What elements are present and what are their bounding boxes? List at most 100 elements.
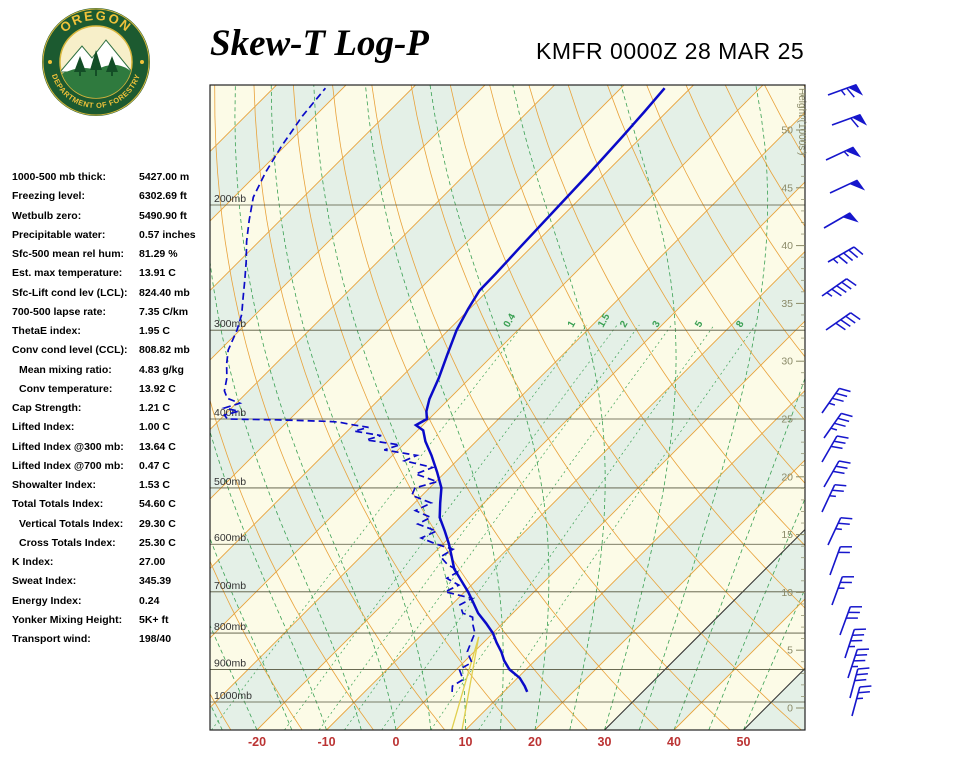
- dry-adiabats: [210, 85, 805, 730]
- pressure-label: 900mb: [214, 657, 246, 669]
- dewpoint-trace: [221, 87, 476, 692]
- index-row: Transport wind: 198/40: [12, 630, 212, 649]
- index-label: Transport wind:: [12, 633, 91, 645]
- index-label: Cap Strength:: [12, 402, 82, 414]
- pressure-label: 400mb: [214, 407, 246, 419]
- wind-barb: [827, 517, 853, 546]
- index-label: Conv temperature:: [19, 382, 113, 395]
- index-row: Conv cond level (CCL): 808.82 mb: [12, 341, 212, 360]
- temp-axis-label: 10: [459, 735, 473, 749]
- temp-axis-label: 50: [737, 735, 751, 749]
- height-axis-label: 25: [781, 414, 793, 426]
- temp-axis-label: 40: [667, 735, 681, 749]
- wind-barb: [844, 628, 867, 659]
- index-row: Sweat Index: 345.39: [12, 572, 212, 591]
- wind-barb: [821, 484, 847, 513]
- index-value: 13.92 C: [139, 382, 176, 395]
- index-row: Mean mixing ratio: 4.83 g/kg: [12, 361, 212, 380]
- index-label: Energy Index:: [12, 594, 82, 607]
- pressure-label: 1000mb: [214, 690, 252, 702]
- wind-barb: [839, 606, 862, 636]
- index-value: 1.21 C: [139, 402, 170, 414]
- pressure-label: 500mb: [214, 476, 246, 488]
- height-axis-label: 0: [787, 703, 793, 715]
- index-label: Sfc-500 mean rel hum:: [12, 248, 125, 260]
- temp-axis-label: 0: [393, 735, 400, 749]
- index-label: Mean mixing ratio:: [19, 363, 112, 376]
- wind-barb: [825, 312, 861, 331]
- index-value: 824.40 mb: [139, 286, 190, 299]
- index-row: ThetaE index: 1.95 C: [12, 322, 212, 341]
- index-value: 25.30 C: [139, 536, 176, 549]
- index-label: Lifted Index:: [12, 421, 75, 434]
- index-value: 1.00 C: [139, 421, 170, 434]
- pressure-label: 200mb: [214, 193, 246, 205]
- index-value: 0.57 inches: [139, 228, 196, 241]
- index-row: Lifted Index @700 mb: 0.47 C: [12, 457, 212, 476]
- index-row: Energy Index: 0.24: [12, 592, 212, 611]
- mixing-ratio-label: 3: [651, 319, 664, 330]
- index-value: 808.82 mb: [139, 344, 190, 357]
- pressure-lines: 200mb 300mb 400mb 500mb 600mb 700mb 800mb 900mb…: [210, 193, 805, 703]
- mixing-ratio-label: 2: [618, 319, 631, 330]
- index-row: Lifted Index: 1.00 C: [12, 418, 212, 437]
- height-axis-title: Height (1000s'): [796, 88, 807, 156]
- index-value: 6302.69 ft: [139, 190, 187, 203]
- index-label: Sweat Index:: [12, 575, 77, 588]
- temp-axis-label: 30: [598, 735, 612, 749]
- wind-barb: [825, 146, 862, 161]
- page-title: Skew-T Log-P: [210, 23, 429, 64]
- index-row: Cap Strength: 1.21 C: [12, 399, 212, 418]
- wind-barb: [851, 685, 872, 717]
- index-value: 81.29 %: [139, 248, 178, 260]
- index-label: 700-500 lapse rate:: [12, 305, 106, 318]
- wind-barb: [821, 278, 857, 297]
- wind-barb: [847, 648, 870, 679]
- moist-adiabats: [210, 85, 805, 730]
- logo-forest-scene: [60, 39, 132, 98]
- wind-barbs: [821, 83, 872, 717]
- index-label: Total Totals Index:: [12, 498, 104, 511]
- wind-barb: [831, 113, 868, 128]
- index-value: 5K+ ft: [139, 613, 169, 626]
- index-label: Conv cond level (CCL):: [12, 344, 128, 357]
- wind-barb: [849, 667, 870, 699]
- wind-barb: [823, 460, 851, 488]
- wind-barb: [829, 546, 852, 576]
- index-value: 13.64 C: [139, 440, 176, 453]
- index-value: 0.24: [139, 594, 160, 607]
- index-value: 13.91 C: [139, 267, 176, 280]
- mixing-ratio-label: 1: [566, 319, 579, 330]
- index-row: Wetbulb zero: 5490.90 ft: [12, 207, 212, 226]
- index-value: 1.95 C: [139, 325, 170, 337]
- height-axis-label: 50: [781, 125, 793, 137]
- wind-barb: [829, 179, 866, 194]
- temp-axis-label: -10: [317, 735, 335, 749]
- index-row: 1000-500 mb thick: 5427.00 m: [12, 168, 212, 187]
- temp-axis-label: -20: [248, 735, 266, 749]
- height-axis-label: 15: [781, 529, 793, 541]
- index-value: 345.39: [139, 575, 172, 588]
- index-row: Precipitable water: 0.57 inches: [12, 226, 212, 245]
- wind-barb: [827, 83, 864, 98]
- index-value: 0.47 C: [139, 459, 170, 472]
- mixing-ratio-label: 5: [693, 319, 706, 330]
- index-value: 5490.90 ft: [139, 209, 187, 222]
- index-label: Precipitable water:: [12, 228, 106, 241]
- height-axis-label: 5: [787, 645, 793, 657]
- mixing-ratio-lines: [211, 324, 756, 730]
- index-row: Total Totals Index: 54.60 C: [12, 495, 212, 514]
- index-row: 700-500 lapse rate: 7.35 C/km: [12, 303, 212, 322]
- index-row: Yonker Mixing Height: 5K+ ft: [12, 611, 212, 630]
- index-value: 7.35 C/km: [139, 305, 189, 318]
- index-row: Freezing level: 6302.69 ft: [12, 187, 212, 206]
- index-label: 1000-500 mb thick:: [12, 171, 106, 183]
- mixing-ratio-label: 8: [734, 319, 747, 330]
- index-label: ThetaE index:: [12, 325, 81, 337]
- index-row: Sfc-Lift cond lev (LCL): 824.40 mb: [12, 284, 212, 303]
- wind-barb: [821, 435, 849, 463]
- temp-axis: -20 -10 0 10 20 30 40 50: [248, 735, 751, 749]
- index-row: Conv temperature: 13.92 C: [12, 380, 212, 399]
- index-label: Yonker Mixing Height:: [12, 613, 123, 626]
